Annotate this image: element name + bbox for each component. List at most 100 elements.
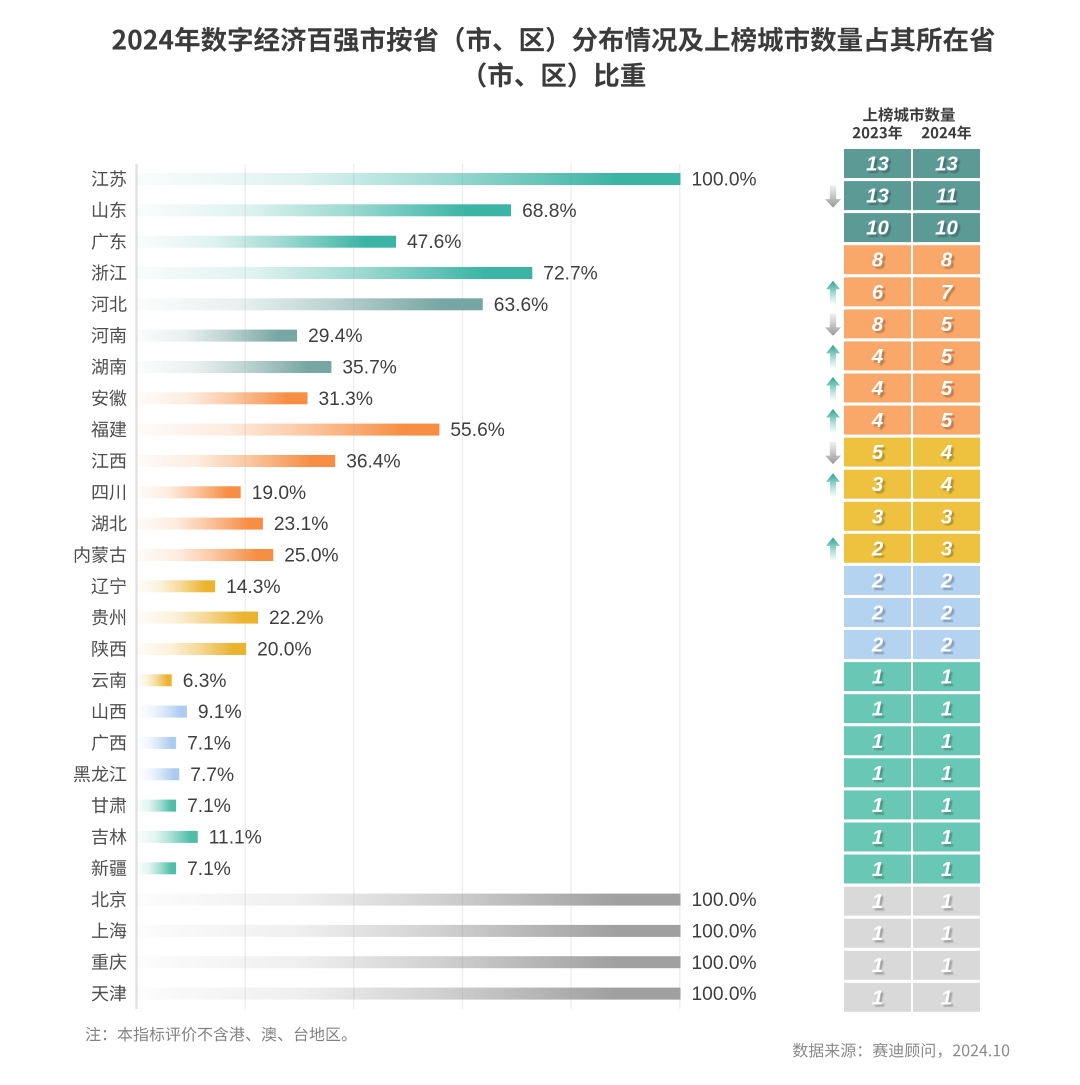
svg-text:10: 10 xyxy=(935,218,958,240)
svg-text:1: 1 xyxy=(943,669,954,691)
svg-text:1: 1 xyxy=(941,987,952,1009)
svg-text:1: 1 xyxy=(943,797,954,819)
svg-text:1: 1 xyxy=(874,894,885,916)
svg-text:4: 4 xyxy=(873,380,885,402)
svg-text:72.7%: 72.7% xyxy=(543,264,597,285)
svg-text:3: 3 xyxy=(874,477,886,499)
svg-text:100.0%: 100.0% xyxy=(692,953,757,974)
svg-text:2: 2 xyxy=(871,570,884,592)
svg-text:10: 10 xyxy=(938,220,961,242)
svg-text:1: 1 xyxy=(943,990,954,1012)
svg-text:10: 10 xyxy=(869,220,892,242)
svg-text:22.2%: 22.2% xyxy=(269,608,323,629)
svg-text:1: 1 xyxy=(943,958,954,980)
svg-text:8: 8 xyxy=(872,250,884,272)
svg-text:3: 3 xyxy=(941,538,953,560)
svg-text:7.1%: 7.1% xyxy=(187,859,231,880)
svg-text:1: 1 xyxy=(874,861,885,883)
svg-text:2: 2 xyxy=(873,573,886,595)
svg-text:1: 1 xyxy=(941,923,952,945)
svg-text:7.7%: 7.7% xyxy=(190,765,234,786)
svg-text:1: 1 xyxy=(943,829,954,851)
svg-text:6: 6 xyxy=(874,284,886,306)
svg-text:63.6%: 63.6% xyxy=(494,295,548,316)
svg-text:1: 1 xyxy=(872,731,883,753)
svg-text:1: 1 xyxy=(941,827,952,849)
svg-text:4: 4 xyxy=(871,346,883,368)
svg-text:2: 2 xyxy=(871,635,884,657)
svg-text:1: 1 xyxy=(941,859,952,881)
svg-text:4: 4 xyxy=(871,410,883,432)
svg-text:1: 1 xyxy=(872,827,883,849)
svg-text:7.1%: 7.1% xyxy=(187,733,231,754)
svg-text:1: 1 xyxy=(874,765,885,787)
svg-text:5: 5 xyxy=(941,378,953,400)
svg-text:3: 3 xyxy=(872,506,884,528)
svg-text:13: 13 xyxy=(866,186,889,208)
svg-text:13: 13 xyxy=(869,156,892,178)
svg-text:8: 8 xyxy=(941,250,953,272)
svg-text:1: 1 xyxy=(874,926,885,948)
svg-text:47.6%: 47.6% xyxy=(407,232,461,253)
svg-text:13: 13 xyxy=(869,188,892,210)
svg-text:6.3%: 6.3% xyxy=(183,671,227,692)
svg-text:100.0%: 100.0% xyxy=(692,890,757,911)
svg-text:36.4%: 36.4% xyxy=(346,452,400,473)
svg-text:1: 1 xyxy=(874,829,885,851)
svg-text:5: 5 xyxy=(941,314,953,336)
svg-text:1: 1 xyxy=(874,701,885,723)
svg-text:1: 1 xyxy=(943,861,954,883)
svg-text:3: 3 xyxy=(943,541,955,563)
svg-text:8: 8 xyxy=(872,314,884,336)
svg-text:100.0%: 100.0% xyxy=(692,170,757,191)
svg-text:10: 10 xyxy=(866,218,889,240)
svg-text:6: 6 xyxy=(872,282,884,304)
svg-text:1: 1 xyxy=(872,923,883,945)
svg-text:5: 5 xyxy=(941,346,953,368)
svg-text:5: 5 xyxy=(872,442,884,464)
svg-text:8: 8 xyxy=(874,316,886,338)
svg-text:2: 2 xyxy=(871,603,884,625)
svg-text:4: 4 xyxy=(942,445,954,467)
svg-text:1: 1 xyxy=(941,667,952,689)
svg-text:23.1%: 23.1% xyxy=(274,514,328,535)
svg-text:1: 1 xyxy=(941,955,952,977)
svg-text:4: 4 xyxy=(940,442,952,464)
svg-text:1: 1 xyxy=(941,731,952,753)
svg-text:2: 2 xyxy=(942,573,955,595)
svg-text:3: 3 xyxy=(943,509,955,531)
svg-text:2: 2 xyxy=(940,570,953,592)
svg-text:4: 4 xyxy=(940,474,952,496)
svg-text:1: 1 xyxy=(872,955,883,977)
svg-text:29.4%: 29.4% xyxy=(308,326,362,347)
svg-text:13: 13 xyxy=(935,154,958,176)
svg-text:13: 13 xyxy=(938,156,961,178)
svg-text:7.1%: 7.1% xyxy=(187,796,231,817)
svg-text:3: 3 xyxy=(941,506,953,528)
svg-text:2: 2 xyxy=(940,635,953,657)
svg-text:4: 4 xyxy=(942,477,954,499)
svg-text:8: 8 xyxy=(874,252,886,274)
svg-text:7: 7 xyxy=(943,284,956,306)
svg-text:14.3%: 14.3% xyxy=(226,577,280,598)
svg-text:1: 1 xyxy=(874,990,885,1012)
svg-text:1: 1 xyxy=(874,733,885,755)
svg-text:4: 4 xyxy=(873,413,885,435)
svg-text:1: 1 xyxy=(943,733,954,755)
svg-text:5: 5 xyxy=(943,348,955,370)
svg-text:1: 1 xyxy=(872,891,883,913)
svg-text:2: 2 xyxy=(942,605,955,627)
svg-text:68.8%: 68.8% xyxy=(522,201,576,222)
svg-text:4: 4 xyxy=(871,378,883,400)
svg-text:1: 1 xyxy=(943,926,954,948)
svg-text:5: 5 xyxy=(943,380,955,402)
svg-text:1: 1 xyxy=(872,795,883,817)
svg-text:2: 2 xyxy=(873,541,886,563)
svg-text:5: 5 xyxy=(943,316,955,338)
svg-text:1: 1 xyxy=(941,891,952,913)
svg-text:1: 1 xyxy=(943,894,954,916)
svg-text:8: 8 xyxy=(943,252,955,274)
svg-text:1: 1 xyxy=(874,958,885,980)
svg-text:35.7%: 35.7% xyxy=(342,358,396,379)
svg-text:2: 2 xyxy=(873,637,886,659)
